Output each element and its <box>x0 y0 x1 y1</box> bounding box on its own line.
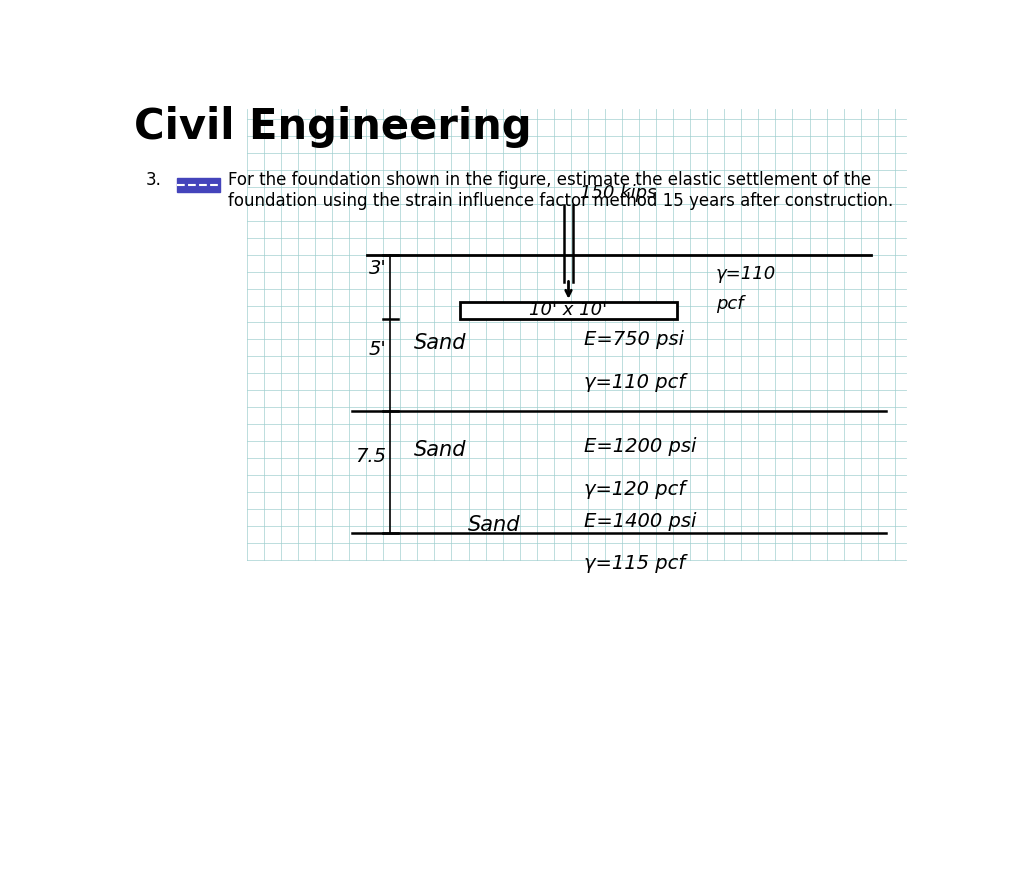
Text: Civil Engineering: Civil Engineering <box>135 106 532 149</box>
Text: 150 kips: 150 kips <box>580 184 656 202</box>
Text: pcf: pcf <box>716 294 743 313</box>
Bar <box>177 178 220 192</box>
Text: 3.: 3. <box>146 171 162 189</box>
Text: 3': 3' <box>369 259 386 278</box>
Text: γ=110 pcf: γ=110 pcf <box>584 372 685 392</box>
Text: Sand: Sand <box>467 514 520 535</box>
Text: E=1200 psi: E=1200 psi <box>584 438 697 456</box>
Text: Sand: Sand <box>414 333 466 354</box>
Text: Sand: Sand <box>414 440 466 461</box>
Text: 10' x 10': 10' x 10' <box>529 301 607 319</box>
Text: E=1400 psi: E=1400 psi <box>584 512 697 530</box>
Text: For the foundation shown in the figure, estimate the elastic settlement of the
f: For the foundation shown in the figure, … <box>227 171 892 210</box>
Text: E=750 psi: E=750 psi <box>584 331 684 349</box>
Text: 7.5: 7.5 <box>355 446 386 466</box>
Bar <box>460 301 677 318</box>
Text: 5': 5' <box>369 339 386 359</box>
Text: γ=110: γ=110 <box>716 265 776 283</box>
Text: γ=115 pcf: γ=115 pcf <box>584 554 685 573</box>
Text: γ=120 pcf: γ=120 pcf <box>584 479 685 499</box>
